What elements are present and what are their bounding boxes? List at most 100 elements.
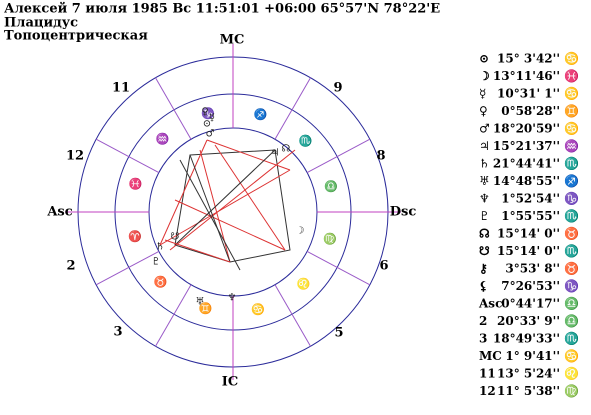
row-sign: ♑ [564,192,579,206]
sign-glyph: ♍ [323,232,337,245]
position-list: ⊙ 15° 3'42'' ♋ ☽ 13°11'46'' ♓ ☿ 10°31' 1'' ♋ ♀ 0°5… [478,52,579,399]
row-glyph: 2 [479,314,487,328]
sign-glyph: ♓ [129,178,143,191]
cusp-label: MC [220,33,245,48]
row-sign: ♉ [564,227,579,241]
row-glyph: ♆ [479,192,490,206]
cusp-label: 12 [66,149,84,164]
cusp-label: 5 [334,326,343,341]
cusp-label: 9 [333,81,342,96]
house-cusp [155,77,192,140]
house-cusp [306,138,371,174]
cusp-label: IC [222,375,238,390]
row-glyph: 3 [479,332,487,346]
house-cusp [155,284,192,347]
row-position: 0°44'17'' [501,297,560,311]
cusp-label: 3 [113,325,122,340]
sign-glyph: ♎ [324,180,338,193]
row-glyph: ♀ [479,104,488,118]
row-position: 20°33' 9'' [497,314,560,328]
row-position: 15°14' 0'' [497,244,560,258]
planet-glyph: ☿ [209,113,215,124]
row-position: 15°14' 0'' [497,227,560,241]
row-sign: ♌ [564,367,579,381]
planet-glyph: ♇ [152,257,161,268]
planet-glyph: ⊙ [203,119,211,130]
cusp-label: 11 [112,81,130,96]
row-glyph: ⚷ [479,262,488,276]
planet-glyph: ☋ [171,232,180,243]
sign-glyph: ♋ [251,303,265,316]
sign-glyph: ♉ [154,275,168,288]
header-line: Плацидус [4,16,78,31]
row-sign: ♏ [564,157,579,171]
row-position: 11° 5'38'' [497,384,560,398]
row-sign: ♋ [564,122,579,136]
planet-glyph: ♄ [156,242,165,253]
sign-glyph: ♌ [297,277,311,290]
sign-glyph: ♑ [201,107,215,120]
planet-glyph: ♆ [228,293,237,304]
row-glyph: 12 [479,384,496,398]
row-glyph: ☽ [479,69,490,83]
row-position: 0°58'28'' [501,104,560,118]
planet-glyph: ♀ [201,107,208,118]
row-glyph: MC [479,349,502,363]
row-sign: ♋ [564,349,579,363]
planet-glyph: ♂ [206,129,215,140]
sign-glyph: ♊ [199,302,213,315]
house-cusp [95,138,160,174]
row-position: 18°20'59'' [493,122,560,136]
row-sign: ♍ [564,384,579,398]
row-sign: ♐ [564,174,579,188]
house-cusp [274,284,311,347]
row-position: 14°48'55'' [493,174,560,188]
row-position: 1°52'54'' [501,192,560,206]
planet-glyph: ♅ [196,297,205,308]
row-sign: ♓ [564,69,579,83]
row-glyph: Asc [478,297,502,311]
sign-glyph: ♈ [128,230,142,243]
row-position: 7°26'53'' [501,279,560,293]
sign-glyph: ♒ [156,133,170,146]
row-sign: ♏ [564,209,579,223]
row-position: 21°44'41'' [493,157,560,171]
row-glyph: ☋ [479,244,490,258]
aspect-lines [159,139,296,271]
row-glyph: ♃ [479,139,490,153]
row-position: 10°31' 1'' [497,87,560,101]
sign-glyph: ♏ [298,135,312,148]
planet-glyph: ☊ [282,144,291,155]
row-glyph: ⊙ [479,52,489,66]
row-position: 15°21'37'' [493,139,560,153]
row-glyph: ☊ [479,227,490,241]
cusp-label: 2 [66,259,75,274]
row-position: 18°49'33'' [493,332,560,346]
sign-glyph: ♐ [254,108,268,121]
row-position: 13° 5'24'' [497,367,560,381]
house-cusp [274,77,311,140]
row-sign: ♋ [564,87,579,101]
row-sign: ♉ [564,262,579,276]
house-cusp [95,250,160,286]
cusp-label: Dsc [390,205,417,220]
row-position: 1° 9'41'' [505,349,560,363]
row-sign: ♊ [564,104,579,118]
house-cusp [306,250,371,286]
house-lines: MC 9 8 Dsc 6 5 IC 3 2 Asc 12 11 ♈ ♉ ♊ ♋ ♌ ♍ ♎ ♏ ♐ ♑ ♒ ♓ ⊙♀☿ ♂ ☊♃ ☽ ♄… [46,33,416,390]
header-line: Алексей 7 июля 1985 Вс 11:51:01 +06:00 6… [4,2,440,17]
row-sign: ♋ [564,52,579,66]
planet-glyph: ♃ [271,148,280,159]
row-position: 3°53' 8'' [505,262,560,276]
row-position: 1°55'55'' [501,209,560,223]
row-glyph: 11 [479,367,496,381]
row-sign: ♏ [564,332,579,346]
planet-glyph: ☽ [296,226,305,237]
row-sign: ♎ [564,314,579,328]
row-sign: ♏ [564,244,579,258]
row-position: 13°11'46'' [493,69,560,83]
row-glyph: ♇ [479,209,490,223]
row-glyph: ♅ [479,174,490,188]
row-sign: ♑ [564,279,579,293]
